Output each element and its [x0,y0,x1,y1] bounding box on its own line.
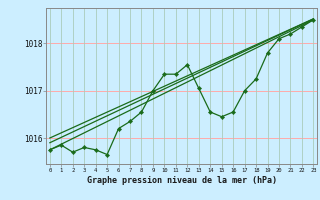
X-axis label: Graphe pression niveau de la mer (hPa): Graphe pression niveau de la mer (hPa) [87,176,276,185]
